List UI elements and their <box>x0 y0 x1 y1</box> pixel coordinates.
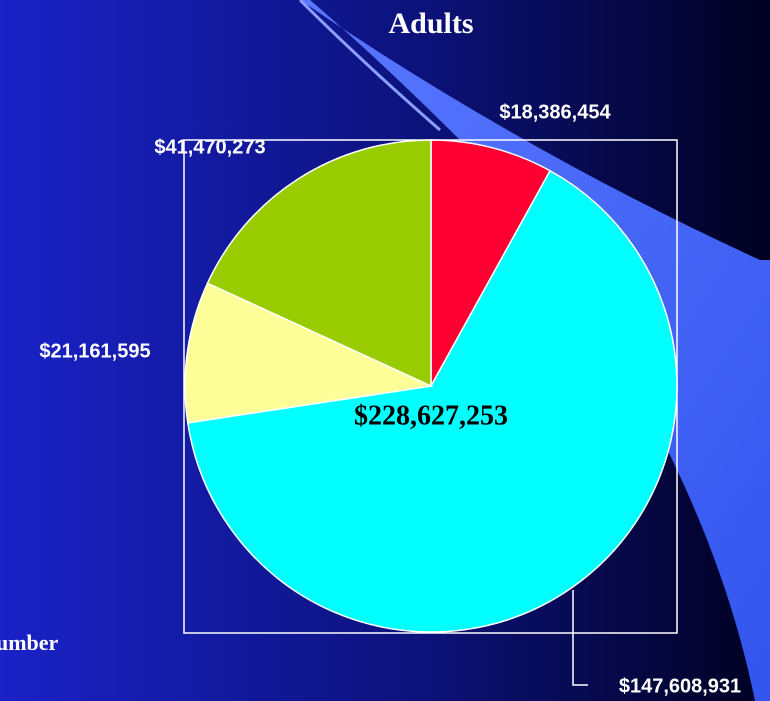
pie-slice <box>430 139 552 387</box>
pie-slice <box>186 169 678 633</box>
swoosh <box>300 0 770 701</box>
data-label: $18,386,454 <box>499 101 611 123</box>
leader-line <box>572 590 588 686</box>
pie-slice <box>184 282 434 424</box>
pie-slice <box>206 139 432 388</box>
data-label: $41,470,273 <box>154 136 265 158</box>
data-label: $21,161,595 <box>39 340 150 362</box>
swoosh-edge <box>298 0 441 132</box>
pie <box>184 139 678 633</box>
data-label: $147,608,931 <box>619 675 741 697</box>
total-label: $228,627,253 <box>354 400 508 431</box>
partial-text: umber <box>0 630 59 655</box>
chart-title: Adults <box>388 7 473 40</box>
